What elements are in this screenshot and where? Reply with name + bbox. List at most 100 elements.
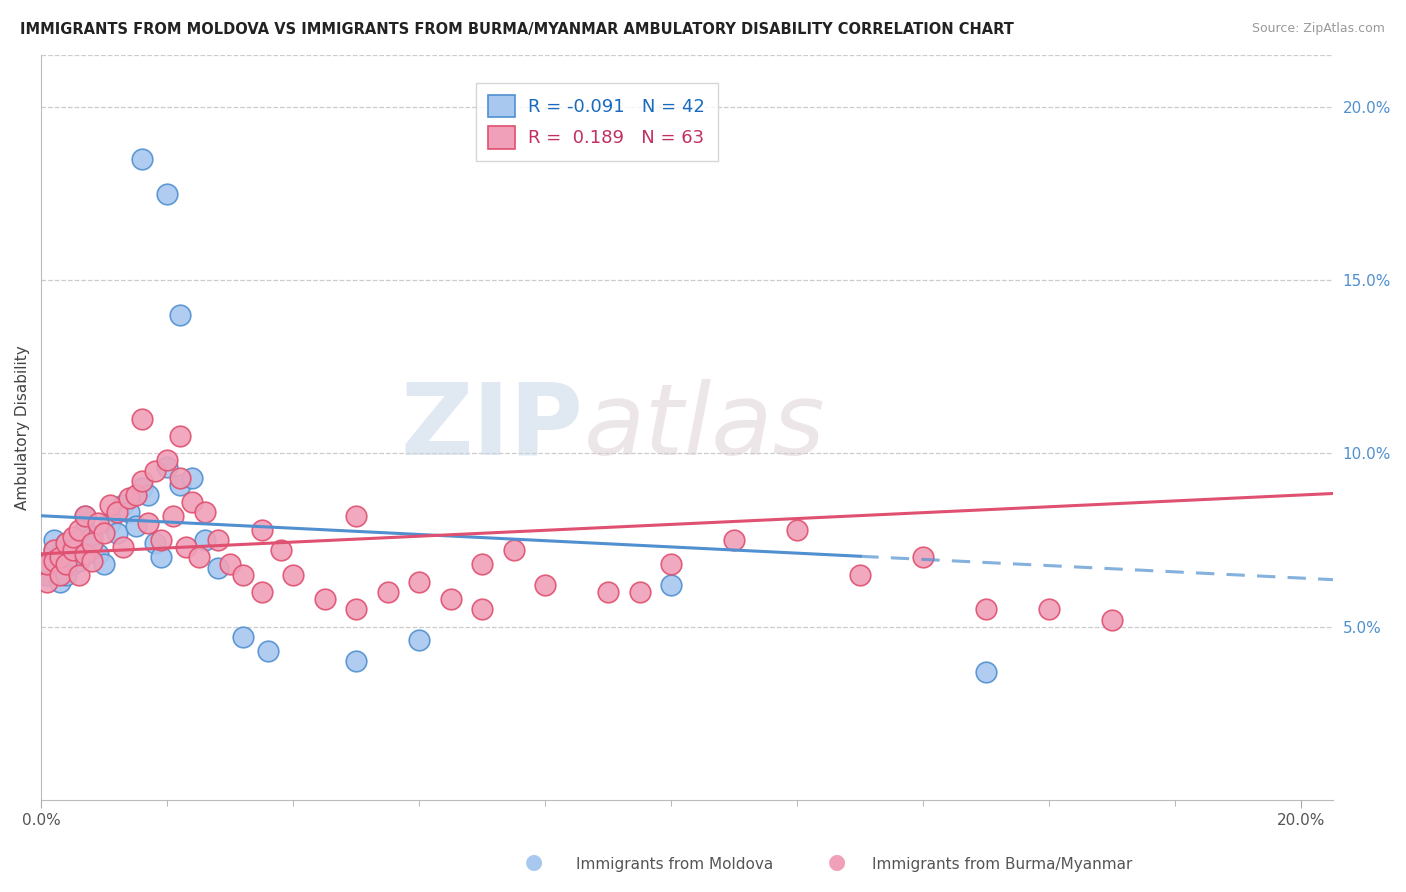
Point [131,481,153,495]
Point [105,505,128,519]
Point [377,585,399,599]
Point [49,574,72,589]
Text: ●: ● [526,853,543,872]
Point [112,540,135,554]
Point [502,543,524,558]
Point [93,526,115,541]
Point [55,558,77,572]
Point [162,508,184,523]
Point [207,560,229,574]
Point [314,591,336,606]
Point [598,585,620,599]
Point [80,536,103,550]
Point [232,567,254,582]
Point [219,558,242,572]
Point [257,644,280,658]
Point [67,567,90,582]
Point [169,429,191,443]
Point [659,558,682,572]
Point [849,567,872,582]
Point [169,477,191,491]
Text: ●: ● [828,853,845,872]
Point [49,567,72,582]
Point [471,602,494,616]
Point [143,536,166,550]
Point [181,470,204,484]
Point [1038,602,1060,616]
Point [194,505,217,519]
Point [37,574,59,589]
Point [131,411,153,425]
Point [75,508,97,523]
Point [1101,613,1123,627]
Point [136,488,159,502]
Point [105,526,128,541]
Point [976,602,998,616]
Point [75,523,97,537]
Point [156,186,179,201]
Point [143,464,166,478]
Point [55,536,77,550]
Point [534,578,557,592]
Text: Immigrants from Moldova: Immigrants from Moldova [576,857,773,872]
Point [187,550,209,565]
Point [62,543,84,558]
Point [100,516,122,530]
Point [471,558,494,572]
Legend: R = -0.091   N = 42, R =  0.189   N = 63: R = -0.091 N = 42, R = 0.189 N = 63 [475,83,717,161]
Point [232,630,254,644]
Point [628,585,651,599]
Point [124,488,146,502]
Point [131,474,153,488]
Point [67,523,90,537]
Point [62,558,84,572]
Point [659,578,682,592]
Point [344,508,367,523]
Point [136,516,159,530]
Point [723,533,745,547]
Point [912,550,935,565]
Point [42,533,65,547]
Point [440,591,463,606]
Point [169,308,191,322]
Y-axis label: Ambulatory Disability: Ambulatory Disability [15,345,30,510]
Point [62,529,84,543]
Point [75,508,97,523]
Point [42,550,65,565]
Point [283,567,305,582]
Point [250,585,273,599]
Point [93,558,115,572]
Point [118,491,141,506]
Point [80,529,103,543]
Point [156,460,179,475]
Point [124,519,146,533]
Point [786,523,808,537]
Point [87,516,110,530]
Point [100,499,122,513]
Point [344,602,367,616]
Point [49,550,72,565]
Point [118,505,141,519]
Point [49,560,72,574]
Point [149,550,172,565]
Point [270,543,292,558]
Point [37,558,59,572]
Point [112,499,135,513]
Point [42,543,65,558]
Point [67,554,90,568]
Text: IMMIGRANTS FROM MOLDOVA VS IMMIGRANTS FROM BURMA/MYANMAR AMBULATORY DISABILITY C: IMMIGRANTS FROM MOLDOVA VS IMMIGRANTS FR… [20,22,1014,37]
Point [42,554,65,568]
Point [75,547,97,561]
Point [156,453,179,467]
Point [131,152,153,166]
Point [344,654,367,668]
Point [80,554,103,568]
Point [976,665,998,679]
Point [42,543,65,558]
Point [55,536,77,550]
Text: Source: ZipAtlas.com: Source: ZipAtlas.com [1251,22,1385,36]
Text: atlas: atlas [583,379,825,476]
Point [49,547,72,561]
Point [250,523,273,537]
Point [149,533,172,547]
